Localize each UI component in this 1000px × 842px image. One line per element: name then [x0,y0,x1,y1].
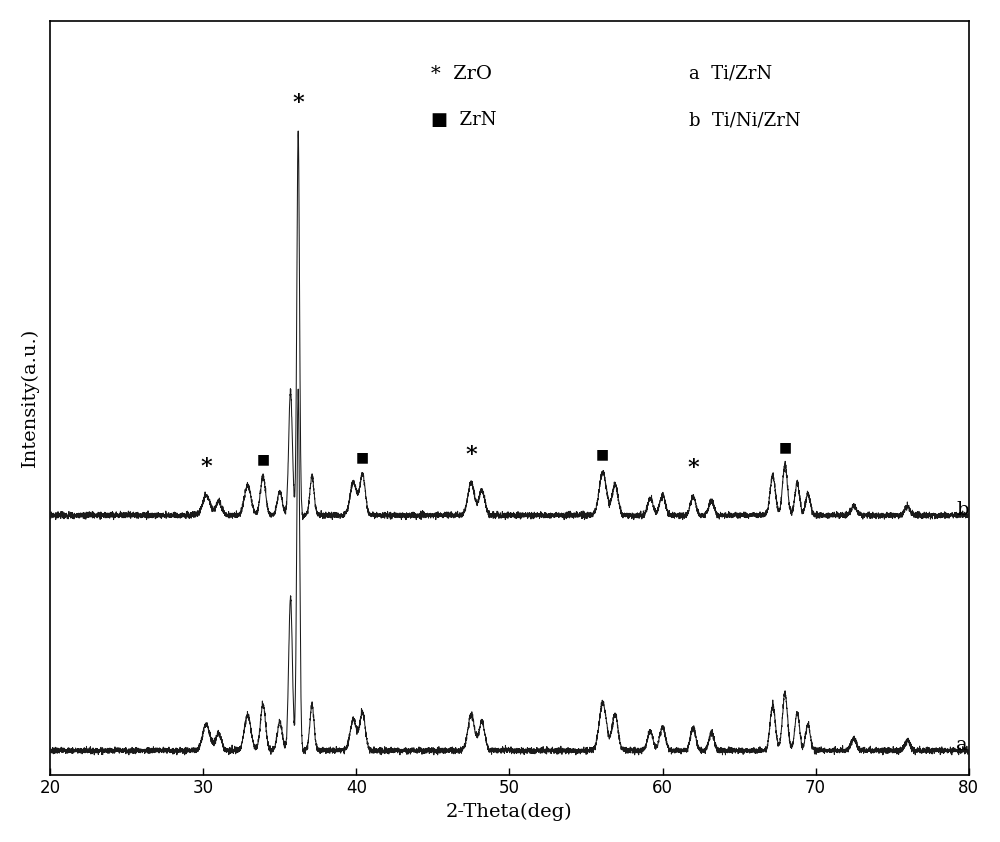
Text: *: * [200,456,212,478]
Text: *: * [465,444,477,466]
Y-axis label: Intensity(a.u.): Intensity(a.u.) [21,328,39,467]
Text: b: b [956,500,969,519]
Text: ■: ■ [356,450,369,464]
Text: b  Ti/Ni/ZrN: b Ti/Ni/ZrN [689,111,800,130]
Text: a: a [956,736,968,754]
Text: ■  ZrN: ■ ZrN [431,111,497,130]
Text: ■: ■ [596,447,609,461]
X-axis label: 2-Theta(deg): 2-Theta(deg) [446,803,573,821]
Text: *  ZrO: * ZrO [431,65,492,83]
Text: ■: ■ [256,452,270,466]
Text: *: * [292,93,304,115]
Text: ■: ■ [778,440,792,455]
Text: a  Ti/ZrN: a Ti/ZrN [689,65,772,83]
Text: *: * [687,457,699,479]
